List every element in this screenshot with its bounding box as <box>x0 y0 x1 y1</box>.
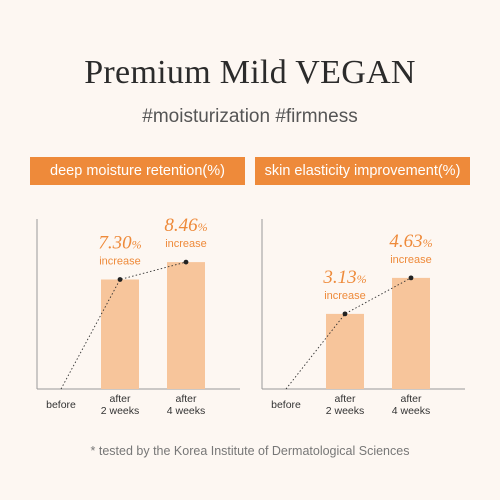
moisture-chart-plot: 7.30% increase 8.46% increase before after 2 w… <box>36 215 240 417</box>
value-label: 3.13% <box>322 267 366 288</box>
data-point <box>183 259 189 265</box>
value-label: 4.63% <box>389 231 432 252</box>
bar <box>326 313 364 389</box>
moisture-chart: deep moisture retention(%) 7.30% increase… <box>30 157 245 429</box>
value-note: increase <box>165 238 207 250</box>
bar <box>101 279 139 389</box>
bar <box>167 262 205 389</box>
value-label: 8.46% <box>164 215 207 236</box>
elasticity-chart-plot: 3.13% increase 4.63% increase before after 2 w… <box>261 219 465 417</box>
elasticity-chart: skin elasticity improvement(%) 3.13% incr… <box>255 157 470 429</box>
value-note: increase <box>390 254 432 266</box>
page-subtitle: #moisturization #firmness <box>142 106 358 127</box>
trend-line <box>285 277 412 390</box>
value-note: increase <box>99 256 141 268</box>
data-point <box>408 275 414 281</box>
chart-title: deep moisture retention(%) <box>30 157 245 185</box>
x-tick-label: after 2 weeks <box>101 393 140 417</box>
x-tick-label: after 4 weeks <box>167 393 206 417</box>
x-tick-label: before <box>46 399 76 411</box>
data-point <box>342 311 348 317</box>
footnote: * tested by the Korea Institute of Derma… <box>90 444 410 458</box>
x-tick-label: after 4 weeks <box>392 393 431 417</box>
value-note: increase <box>324 290 366 302</box>
bar <box>392 277 430 389</box>
data-point <box>117 277 123 282</box>
value-label: 7.30% <box>98 233 141 254</box>
x-tick-label: after 2 weeks <box>326 393 365 417</box>
trend-line <box>60 261 187 390</box>
page-title: Premium Mild VEGAN <box>84 54 416 91</box>
chart-title: skin elasticity improvement(%) <box>255 157 470 185</box>
x-tick-label: before <box>271 399 301 411</box>
